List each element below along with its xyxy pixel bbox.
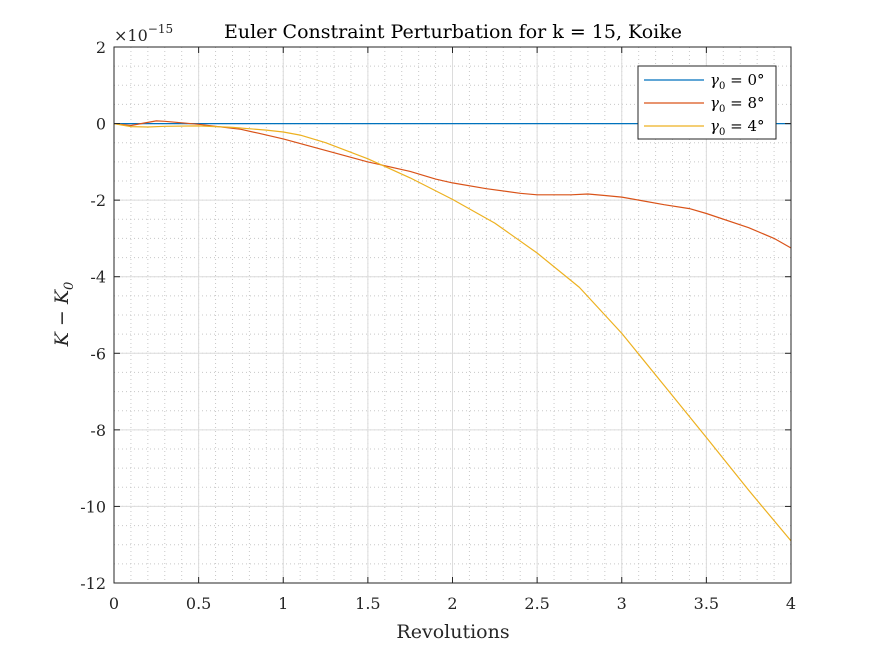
- chart-title: Euler Constraint Perturbation for k = 15…: [224, 21, 682, 43]
- series-line-1: [113, 120, 792, 249]
- x-tick-label: 1: [278, 594, 288, 613]
- x-tick-label: 0: [109, 594, 119, 613]
- x-tick-label: 3: [617, 594, 627, 613]
- y-tick-label: -2: [90, 191, 106, 210]
- x-tick-label: 2: [447, 594, 457, 613]
- legend-subscript: 0: [719, 127, 725, 138]
- x-tick-label: 2.5: [524, 594, 549, 613]
- y-axis-label-sub: 0: [62, 282, 77, 290]
- legend-label-2: γ0 = 4°: [710, 117, 765, 138]
- legend: γ0 = 0°γ0 = 8°γ0 = 4°: [637, 65, 777, 140]
- legend-label-1: γ0 = 8°: [710, 94, 765, 115]
- legend-label-0: γ0 = 0°: [710, 71, 765, 92]
- legend-value: = 8°: [725, 94, 764, 112]
- x-tick-label: 4: [786, 594, 796, 613]
- legend-value: = 0°: [725, 71, 764, 89]
- x-tick-labels: 0 0.5 1 1.5 2 2.5 3 3.5 4: [109, 594, 796, 613]
- y-axis-label-main: K − K: [51, 288, 73, 347]
- x-tick-label: 0.5: [186, 594, 211, 613]
- y-tick-label: -6: [90, 344, 106, 363]
- x-tick-label: 3.5: [694, 594, 719, 613]
- legend-subscript: 0: [719, 81, 725, 92]
- legend-value: = 4°: [725, 117, 764, 135]
- legend-symbol: γ: [710, 117, 719, 135]
- y-tick-label: -10: [80, 497, 106, 516]
- y-axis-label: K − K0: [51, 282, 77, 348]
- minor-grid: [113, 46, 792, 584]
- legend-symbol: γ: [710, 94, 719, 112]
- legend-subscript: 0: [719, 104, 725, 115]
- legend-symbol: γ: [710, 71, 719, 89]
- exponent-label: ×10−15: [114, 22, 173, 45]
- exponent-base: ×10: [114, 26, 148, 45]
- exponent-power: −15: [148, 22, 173, 36]
- y-tick-label: -12: [80, 574, 106, 593]
- axis-ticks: [113, 46, 792, 584]
- x-tick-label: 1.5: [355, 594, 380, 613]
- y-tick-label: 0: [96, 115, 106, 134]
- y-tick-labels: 2 0 -2 -4 -6 -8 -10 -12: [80, 38, 106, 593]
- y-tick-label: -4: [90, 268, 106, 287]
- x-axis-label: Revolutions: [396, 621, 509, 643]
- y-tick-label: 2: [96, 38, 106, 57]
- series-line-2: [113, 123, 792, 542]
- y-tick-label: -8: [90, 421, 106, 440]
